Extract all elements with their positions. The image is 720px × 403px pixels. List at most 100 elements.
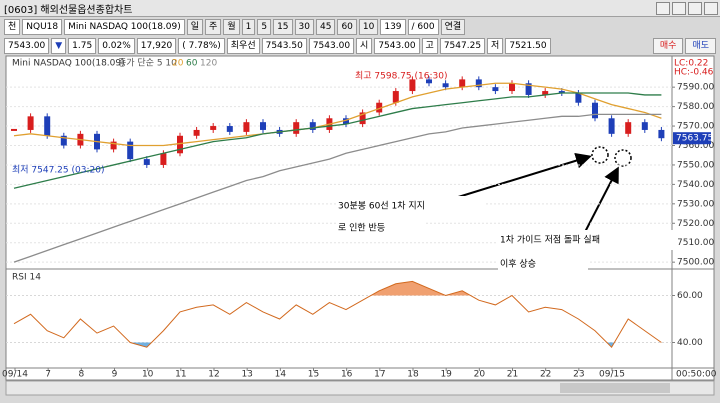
close-button[interactable] [704,2,718,15]
annotation-bg [336,196,486,216]
quote-field: 1.75 [68,38,97,54]
candle [625,122,632,134]
moving-average [13,92,662,189]
annotation: 1차 가이드 저점 돌파 실패 [500,234,600,246]
candle [558,91,565,93]
order-button[interactable]: 매도 [685,38,716,54]
toolbar-item[interactable]: 5 [257,19,272,35]
toolbar-item[interactable]: 일 [186,19,204,35]
y-tick-label: 7510.00 [677,238,714,248]
candle [509,83,515,92]
toolbar-item[interactable]: 주 [205,19,222,35]
annotation-bg [336,218,426,238]
x-tick-label: 18 [407,370,419,380]
price-badge [673,132,711,145]
candle [127,141,134,160]
candle [376,102,383,113]
candle [359,112,366,125]
y-tick-label: 7540.00 [677,180,714,190]
scroll-thumb[interactable] [560,383,670,393]
arrow [454,152,592,199]
rsi-line [13,280,662,349]
x-tick-label: 8 [78,370,84,380]
candle [459,79,466,88]
candle [193,129,200,136]
candle [293,122,300,134]
candle [226,126,233,132]
quote-field: ▼ [51,38,67,54]
candle [177,135,183,154]
annotation: 이후 상승 [500,259,536,270]
side-label: HC:-0.46 [674,68,714,78]
order-button[interactable]: 매수 [652,38,684,54]
quote-field: 저 [487,38,504,54]
toolbar-item[interactable]: 30 [294,19,314,35]
y-tick-label: 60.00 [677,291,703,301]
highlight-circle [614,149,632,167]
candle [442,83,449,88]
quote-field: 시 [356,38,373,54]
y-tick-label: 7520.00 [677,219,714,229]
x-tick-label: 23 [573,370,584,380]
annotation: 최고 7598.75 (16:30) [355,71,447,82]
price-badge-label: 7563.75 [676,134,713,144]
toolbar-item[interactable]: 60 [337,19,357,35]
candle [210,126,217,130]
candle [11,128,17,131]
maximize-button[interactable] [672,2,686,15]
x-tick-label: 19 [440,370,452,380]
arrow [584,166,619,233]
chart-title: Mini NASDAQ 100(18.09) [12,59,125,69]
candle [641,122,648,130]
candle [475,79,482,88]
toolbar-item[interactable]: 10 [358,19,379,35]
candle [343,118,349,125]
toolbar-item[interactable]: 45 [315,19,336,35]
moving-average [13,82,662,147]
candle [260,122,266,130]
candle [409,79,416,92]
x-tick-label: 13 [241,370,252,380]
quote-field: 7521.50 [505,38,551,54]
toolbar-item[interactable]: 월 [223,19,240,35]
scrollbar[interactable] [5,380,715,396]
candle [143,159,150,165]
quote-field: 7543.50 [261,38,307,54]
annotation: 30분봉 60선 1차 지지 [338,200,425,212]
x-tick-label: 17 [374,370,385,380]
y-tick-label: 7590.00 [677,83,714,93]
candle [542,91,549,95]
toolbar-item[interactable]: 15 [273,19,293,35]
quote-field: 7547.25 [439,38,486,54]
highlight-circle [591,146,609,164]
x-tick-label: 22 [540,370,551,380]
annotation: 로 인한 반등 [338,223,385,234]
moving-average [13,113,662,263]
toolbar-item[interactable]: 1 [241,19,256,35]
y-tick-label: 7580.00 [677,102,714,112]
y-tick-label: 7500.00 [677,258,714,268]
candle [392,91,399,103]
toolbar-item: 천 [4,19,21,35]
candle [243,122,250,132]
x-tick-label: 20 [474,370,486,380]
minimize-button[interactable] [656,2,670,15]
annotation-bg [498,254,588,274]
quote-field: ( 7.78%) [178,38,225,54]
quote-field: 고 [421,38,438,54]
toolbar-item[interactable]: / 600 [407,19,439,35]
candle [160,153,167,165]
candle [27,116,34,130]
toolbar-item[interactable]: 연결 [440,19,466,35]
y-tick-label: 7550.00 [677,160,714,170]
chart-subtitle: 종가 단순 5 10 [118,58,177,69]
title-bar: [0603] 해외선물옵션종합차트 [0,0,720,17]
help-button[interactable] [688,2,702,15]
side-label: LC:0.22 [674,59,708,69]
time-label: 00:50:00 [676,370,717,380]
toolbar-item[interactable]: 139 [380,19,406,35]
rsi-oversold-fill [14,342,662,348]
candle [492,87,499,92]
